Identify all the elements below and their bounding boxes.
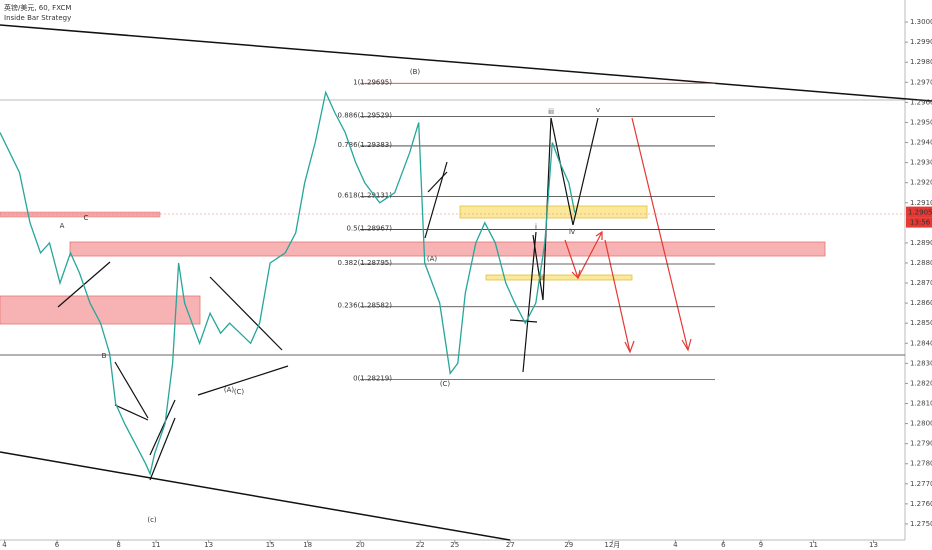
y-tick-label: 1.29400 <box>910 139 932 147</box>
y-tick-label: 1.29300 <box>910 159 932 167</box>
y-tick-label: 1.30000 <box>910 18 932 26</box>
x-tick-label: 12月 <box>604 541 620 549</box>
x-tick-label: 15 <box>266 541 275 549</box>
wave-label: (C) <box>440 380 451 388</box>
y-tick-label: 1.27600 <box>910 500 932 508</box>
x-tick-label: 27 <box>506 541 515 549</box>
x-tick-label: 22 <box>416 541 425 549</box>
time-tag-label: 13:56 <box>910 219 931 227</box>
x-tick-label: 20 <box>356 541 365 549</box>
wave-label: (c) <box>147 516 157 524</box>
fib-label: 1(1.29695) <box>353 78 392 86</box>
y-tick-label: 1.28800 <box>910 259 932 267</box>
x-tick-label: 8 <box>116 541 120 549</box>
wave-label: C <box>84 214 89 222</box>
wave-label: v <box>596 106 600 114</box>
wave-label: (B) <box>410 68 421 76</box>
x-tick-label: 6 <box>55 541 60 549</box>
wave-label: (A) <box>427 255 438 263</box>
y-tick-label: 1.28500 <box>910 319 932 327</box>
patterns <box>57 117 599 481</box>
fib-label: 0.236(1.28582) <box>338 302 393 310</box>
x-tick-label: 25 <box>450 541 459 549</box>
y-tick-label: 1.28400 <box>910 339 932 347</box>
y-tick-label: 1.29700 <box>910 78 932 86</box>
x-tick-label: 29 <box>564 541 573 549</box>
x-tick-label: 18 <box>303 541 312 549</box>
x-tick-label: 11 <box>152 541 161 549</box>
x-tick-label: 13 <box>204 541 213 549</box>
y-tick-label: 1.28300 <box>910 359 932 367</box>
x-tick-label: 6 <box>721 541 726 549</box>
y-tick-label: 1.27800 <box>910 460 932 468</box>
wave-label: iv <box>569 228 575 236</box>
y-tick-label: 1.28200 <box>910 379 932 387</box>
y-tick-label: 1.29800 <box>910 58 932 66</box>
y-tick-label: 1.29100 <box>910 199 932 207</box>
y-tick-label: 1.28600 <box>910 299 932 307</box>
x-tick-label: 13 <box>869 541 878 549</box>
x-tick-label: 4 <box>2 541 7 549</box>
chart-subtitle: Inside Bar Strategy <box>4 14 71 22</box>
fib-label: 0.886(1.29529) <box>338 112 393 120</box>
price-line <box>0 90 576 476</box>
y-tick-label: 1.29500 <box>910 118 932 126</box>
x-tick-label: 9 <box>759 541 763 549</box>
wave-label: (C) <box>234 388 245 396</box>
fib-label: 0.786(1.29383) <box>338 141 393 149</box>
wave-label: i <box>535 223 537 231</box>
fib-label: 0.5(1.28967) <box>346 224 392 232</box>
time-tag <box>906 217 932 228</box>
fib-label: 0.382(1.28795) <box>338 259 393 267</box>
chart-title: 英镑/美元, 60, FXCM <box>4 3 71 12</box>
y-tick-label: 1.28000 <box>910 420 932 428</box>
y-tick-label: 1.28700 <box>910 279 932 287</box>
fib-label: 0.618(1.29131) <box>338 192 393 200</box>
trendline <box>0 451 511 541</box>
x-tick-label: 11 <box>809 541 818 549</box>
arrows <box>564 117 692 354</box>
y-tick-label: 1.29900 <box>910 38 932 46</box>
zone <box>0 295 201 325</box>
y-tick-label: 1.29200 <box>910 179 932 187</box>
fib-label: 0(1.28219) <box>353 375 392 383</box>
y-tick-label: 1.27700 <box>910 480 932 488</box>
trendline <box>0 24 932 102</box>
zone <box>485 274 633 281</box>
y-tick-label: 1.29600 <box>910 98 932 106</box>
wave-label: (A) <box>224 386 235 394</box>
y-tick-label: 1.27900 <box>910 440 932 448</box>
wave-label: iii <box>548 108 554 116</box>
x-tick-label: 4 <box>673 541 678 549</box>
y-tick-label: 1.27500 <box>910 520 932 528</box>
y-tick-label: 1.28900 <box>910 239 932 247</box>
zone <box>0 211 161 218</box>
wave-label: B <box>102 352 107 360</box>
zone <box>69 241 826 257</box>
wave-label: A <box>60 222 65 230</box>
y-tick-label: 1.28100 <box>910 399 932 407</box>
zone <box>459 205 648 219</box>
price-tag <box>906 206 932 218</box>
wave-label: ii <box>540 274 544 282</box>
